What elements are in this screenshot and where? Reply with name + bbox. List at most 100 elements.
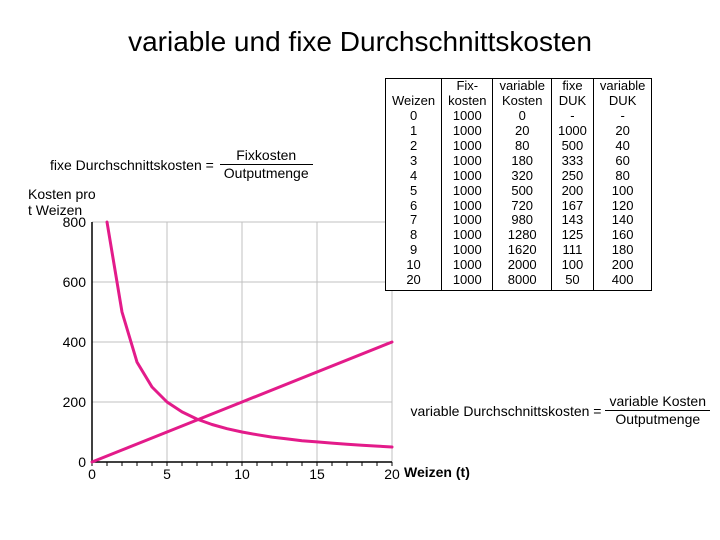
table-body: 010000--11000201000202100080500403100018… xyxy=(386,109,652,291)
table-cell: 3 xyxy=(386,154,442,169)
table-row: 201000800050400 xyxy=(386,273,652,290)
table-cell: 200 xyxy=(593,258,652,273)
table-cell: 140 xyxy=(593,213,652,228)
table-cell: 100 xyxy=(593,184,652,199)
formula2-numerator: variable Kosten xyxy=(605,394,710,409)
table-cell: 9 xyxy=(386,243,442,258)
formula2-fraction: variable Kosten Outputmenge xyxy=(605,394,710,428)
table-cell: 1000 xyxy=(442,109,493,124)
y-tick-label: 800 xyxy=(52,214,92,230)
table-cell: 80 xyxy=(593,169,652,184)
x-tick-label: 0 xyxy=(88,462,96,482)
table-cell: 1000 xyxy=(442,228,493,243)
table-cell: 125 xyxy=(551,228,593,243)
table-cell: 1000 xyxy=(442,124,493,139)
table-cell: 0 xyxy=(493,109,552,124)
table-cell: 10 xyxy=(386,258,442,273)
formula2-denominator: Outputmenge xyxy=(611,412,704,427)
table-row: 1100020100020 xyxy=(386,124,652,139)
y-tick-label: 0 xyxy=(52,454,92,470)
table-cell: 500 xyxy=(551,139,593,154)
table-row: 810001280125160 xyxy=(386,228,652,243)
table-cell: 500 xyxy=(493,184,552,199)
y-tick-label: 200 xyxy=(52,394,92,410)
table-cell: 720 xyxy=(493,199,552,214)
table-cell: 1000 xyxy=(551,124,593,139)
table-row: 61000720167120 xyxy=(386,199,652,214)
table-cell: 2 xyxy=(386,139,442,154)
table-row: 71000980143140 xyxy=(386,213,652,228)
table-cell: 60 xyxy=(593,154,652,169)
table-header: WeizenFix-kostenvariableKostenfixeDUKvar… xyxy=(386,79,652,109)
table-cell: 143 xyxy=(551,213,593,228)
x-tick-label: 10 xyxy=(234,462,250,482)
table-cell: 1000 xyxy=(442,154,493,169)
table-cell: 1280 xyxy=(493,228,552,243)
table-cell: 20 xyxy=(593,124,652,139)
table-cell: 2000 xyxy=(493,258,552,273)
page-title: variable und fixe Durchschnittskosten xyxy=(0,0,720,66)
table-cell: 111 xyxy=(551,243,593,258)
table-row: 210008050040 xyxy=(386,139,652,154)
table-column-header: variableDUK xyxy=(593,79,652,109)
table-row: 1010002000100200 xyxy=(386,258,652,273)
formula1-numerator: Fixkosten xyxy=(232,148,300,163)
formula-variable-avg-cost: variable Durchschnittskosten = variable … xyxy=(410,394,710,428)
table-cell: 6 xyxy=(386,199,442,214)
table-cell: 8000 xyxy=(493,273,552,290)
y-tick-label: 400 xyxy=(52,334,92,350)
y-tick-label: 600 xyxy=(52,274,92,290)
table-cell: 200 xyxy=(551,184,593,199)
table-cell: 160 xyxy=(593,228,652,243)
table-row: 4100032025080 xyxy=(386,169,652,184)
table-cell: 250 xyxy=(551,169,593,184)
table-column-header: Weizen xyxy=(386,79,442,109)
x-axis-label: Weizen (t) xyxy=(404,464,470,480)
table-row: 910001620111180 xyxy=(386,243,652,258)
formula2-lhs: variable Durchschnittskosten = xyxy=(410,403,601,419)
table-cell: 20 xyxy=(493,124,552,139)
table-cell: 1000 xyxy=(442,169,493,184)
table-cell: 1000 xyxy=(442,273,493,290)
table-cell: 1000 xyxy=(442,199,493,214)
chart-svg xyxy=(92,222,392,462)
table-column-header: Fix-kosten xyxy=(442,79,493,109)
table-cell: 1000 xyxy=(442,243,493,258)
table-cell: 100 xyxy=(551,258,593,273)
formula-fixed-avg-cost: fixe Durchschnittskosten = Fixkosten Out… xyxy=(50,148,313,182)
table-cell: 1 xyxy=(386,124,442,139)
table-cell: - xyxy=(551,109,593,124)
table-column-header: variableKosten xyxy=(493,79,552,109)
table-cell: 8 xyxy=(386,228,442,243)
formula1-denominator: Outputmenge xyxy=(220,166,313,181)
table-cell: 400 xyxy=(593,273,652,290)
table-cell: 180 xyxy=(493,154,552,169)
table-cell: 40 xyxy=(593,139,652,154)
formula1-lhs: fixe Durchschnittskosten = xyxy=(50,157,214,173)
table-row: 010000-- xyxy=(386,109,652,124)
table-cell: 20 xyxy=(386,273,442,290)
table-cell: 0 xyxy=(386,109,442,124)
table-cell: 320 xyxy=(493,169,552,184)
table-cell: 180 xyxy=(593,243,652,258)
ylabel-line1: Kosten pro xyxy=(28,186,96,202)
table-row: 51000500200100 xyxy=(386,184,652,199)
table-cell: 333 xyxy=(551,154,593,169)
table-cell: 4 xyxy=(386,169,442,184)
x-tick-label: 20 xyxy=(384,462,400,482)
table-cell: 1000 xyxy=(442,184,493,199)
table-cell: 980 xyxy=(493,213,552,228)
cost-chart: 020040060080005101520 xyxy=(92,222,392,462)
table-cell: 167 xyxy=(551,199,593,214)
table-cell: 50 xyxy=(551,273,593,290)
table-cell: 1620 xyxy=(493,243,552,258)
table-cell: - xyxy=(593,109,652,124)
table-row: 3100018033360 xyxy=(386,154,652,169)
table-cell: 1000 xyxy=(442,139,493,154)
table-cell: 1000 xyxy=(442,213,493,228)
table-column-header: fixeDUK xyxy=(551,79,593,109)
formula1-fraction: Fixkosten Outputmenge xyxy=(220,148,313,182)
cost-data-table: WeizenFix-kostenvariableKostenfixeDUKvar… xyxy=(385,78,652,291)
table-cell: 1000 xyxy=(442,258,493,273)
table-cell: 5 xyxy=(386,184,442,199)
